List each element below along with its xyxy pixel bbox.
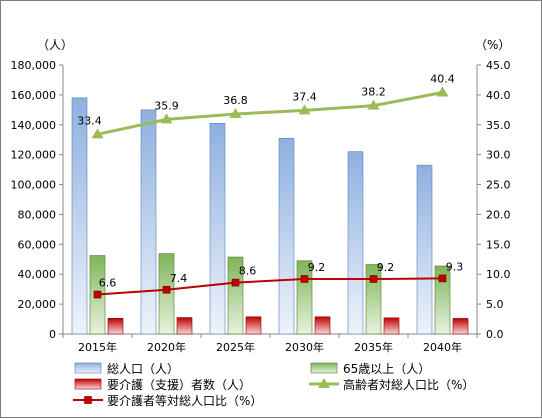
left-tick-label: 160,000 — [11, 89, 57, 102]
right-axis-unit: （%） — [475, 38, 510, 52]
right-tick-label: 35.0 — [486, 119, 511, 132]
bar-total-population — [347, 151, 364, 335]
bar-care-recipients — [314, 316, 331, 335]
left-tick-label: 0 — [49, 328, 56, 341]
line-care-ratio — [97, 277, 443, 296]
legend-aged-65-plus: 65歳以上（人） — [310, 362, 430, 376]
data-label-elderly-ratio: 37.4 — [292, 90, 317, 103]
left-tick-label: 40,000 — [18, 268, 57, 281]
x-tick-label: 2040年 — [423, 340, 462, 354]
right-tick-label: 45.0 — [486, 59, 511, 72]
data-label-elderly-ratio: 36.8 — [223, 94, 248, 107]
bar-total-population — [278, 137, 295, 335]
x-tick-label: 2015年 — [78, 340, 117, 354]
right-tick-label: 25.0 — [486, 179, 511, 192]
marker-elderly-ratio — [160, 113, 173, 124]
marker-elderly-ratio — [229, 108, 242, 119]
bar-care-recipients — [452, 318, 469, 335]
bar-aged-65-plus — [365, 264, 382, 335]
data-label-elderly-ratio: 40.4 — [430, 72, 455, 85]
data-label-care-ratio: 9.2 — [377, 261, 395, 274]
marker-care-ratio — [369, 275, 378, 283]
right-tick-label: 0.0 — [486, 328, 504, 341]
legend-marker — [84, 396, 92, 404]
x-tick-label: 2030年 — [285, 340, 324, 354]
bar-care-recipients — [245, 316, 262, 335]
marker-care-ratio — [93, 290, 102, 299]
right-tick-label: 10.0 — [486, 268, 511, 281]
marker-elderly-ratio — [298, 104, 311, 115]
legend-swatch — [74, 362, 102, 374]
right-tick-label: 30.0 — [486, 149, 511, 162]
data-label-care-ratio: 7.4 — [170, 272, 188, 285]
left-tick-label: 120,000 — [11, 149, 57, 162]
bar-total-population — [140, 109, 157, 335]
bar-total-population — [71, 97, 88, 335]
x-tick-label: 2035年 — [354, 340, 393, 354]
data-label-care-ratio: 9.2 — [308, 261, 326, 274]
marker-care-ratio — [438, 274, 447, 283]
data-label-elderly-ratio: 38.2 — [361, 86, 386, 99]
legend-care-ratio: 要介護者等対総人口比（%） — [73, 393, 262, 408]
legend-elderly-ratio: 高齢者対総人口比（%） — [309, 377, 474, 392]
data-label-elderly-ratio: 33.4 — [77, 114, 102, 127]
bar-care-recipients — [107, 318, 124, 335]
right-tick-label: 20.0 — [486, 208, 511, 221]
marker-care-ratio — [162, 285, 171, 294]
data-label-care-ratio: 6.6 — [99, 277, 117, 290]
left-tick-label: 80,000 — [18, 208, 57, 221]
x-tick-label: 2025年 — [216, 340, 255, 354]
legend-label: 要介護者等対総人口比（%） — [107, 393, 262, 408]
right-tick-label: 5.0 — [486, 298, 504, 311]
left-tick-label: 180,000 — [11, 59, 57, 72]
bar-aged-65-plus — [434, 265, 451, 335]
marker-care-ratio — [231, 278, 240, 287]
right-tick-label: 15.0 — [486, 238, 511, 251]
marker-elderly-ratio — [91, 128, 104, 139]
bar-care-recipients — [176, 317, 193, 335]
x-tick-label: 2020年 — [147, 340, 186, 354]
legend-label: 高齢者対総人口比（%） — [343, 377, 474, 392]
marker-elderly-ratio — [367, 99, 380, 110]
bar-total-population — [416, 164, 433, 335]
legend-care-recipients: 要介護（支援）者数（人） — [74, 377, 251, 392]
bar-aged-65-plus — [227, 256, 244, 335]
legend-swatch — [310, 362, 338, 374]
right-tick-label: 40.0 — [486, 89, 511, 102]
bar-aged-65-plus — [158, 253, 175, 335]
left-tick-label: 140,000 — [11, 119, 57, 132]
data-label-elderly-ratio: 35.9 — [154, 99, 179, 112]
legend-marker — [318, 378, 330, 388]
left-axis-unit: （人） — [37, 38, 73, 52]
left-tick-label: 100,000 — [11, 179, 57, 192]
legend-label: 65歳以上（人） — [343, 362, 430, 376]
data-label-care-ratio: 8.6 — [239, 265, 257, 278]
legend-label: 要介護（支援）者数（人） — [107, 377, 251, 392]
left-tick-label: 20,000 — [18, 298, 57, 311]
marker-care-ratio — [300, 275, 309, 283]
bar-care-recipients — [383, 317, 400, 335]
legend-total-population: 総人口（人） — [74, 362, 179, 376]
legend-label: 総人口（人） — [107, 362, 179, 376]
data-label-care-ratio: 9.3 — [446, 260, 464, 273]
marker-elderly-ratio — [436, 86, 449, 97]
left-tick-label: 60,000 — [18, 238, 57, 251]
legend-swatch — [74, 378, 102, 390]
line-elderly-ratio — [97, 91, 443, 136]
bar-total-population — [209, 122, 226, 335]
